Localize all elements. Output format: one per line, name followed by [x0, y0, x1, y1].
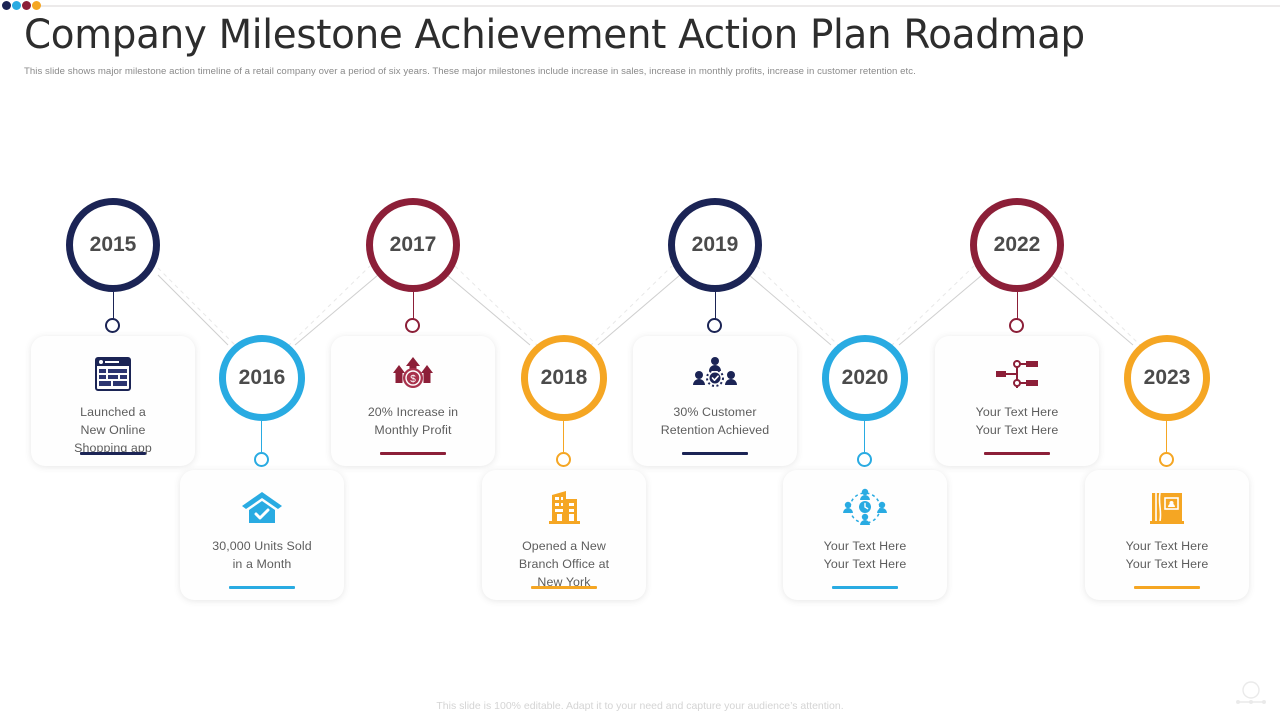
card-accent-bar-2023 [1134, 586, 1200, 589]
year-label-2022: 2022 [993, 233, 1041, 256]
hierarchy-flowchart-icon [994, 354, 1040, 394]
year-circle-2023[interactable]: 2023 [1124, 335, 1210, 421]
ring-2018 [556, 452, 571, 467]
customer-retention-icon [692, 354, 738, 394]
dot-maroon-icon [22, 1, 31, 10]
card-accent-bar-2019 [682, 452, 748, 455]
ring-2016 [254, 452, 269, 467]
milestone-text-2018: Opened a New Branch Office at New York [518, 539, 610, 589]
storefront-icon [1147, 488, 1187, 528]
stem-2018 [563, 421, 564, 452]
stem-2019 [715, 292, 716, 319]
year-circle-2017[interactable]: 2017 [366, 198, 460, 292]
card-accent-bar-2018 [531, 586, 597, 589]
card-accent-bar-2016 [229, 586, 295, 589]
card-accent-bar-2015 [80, 452, 146, 455]
ring-2022 [1009, 318, 1024, 333]
stem-2020 [864, 421, 865, 452]
milestone-card-2023[interactable]: Your Text Here Your Text Here [1085, 470, 1249, 600]
profit-growth-icon: $ [391, 354, 435, 394]
house-check-icon [240, 488, 284, 528]
browser-window-icon [95, 354, 131, 394]
year-circle-2022[interactable]: 2022 [970, 198, 1064, 292]
year-label-2016: 2016 [238, 366, 286, 389]
ring-2020 [857, 452, 872, 467]
year-circle-2016[interactable]: 2016 [219, 335, 305, 421]
svg-text:$: $ [410, 374, 416, 385]
ring-2015 [105, 318, 120, 333]
ring-2017 [405, 318, 420, 333]
top-dots-strip [0, 0, 1280, 12]
ring-2023 [1159, 452, 1174, 467]
milestone-text-2016: 30,000 Units Sold in a Month [212, 539, 312, 571]
year-circle-2015[interactable]: 2015 [66, 198, 160, 292]
year-label-2015: 2015 [89, 233, 137, 256]
milestone-card-2022[interactable]: Your Text Here Your Text Here [935, 336, 1099, 466]
year-circle-2018[interactable]: 2018 [521, 335, 607, 421]
page-subtitle: This slide shows major milestone action … [24, 66, 916, 77]
milestone-card-2018[interactable]: Opened a New Branch Office at New York [482, 470, 646, 600]
footer-note: This slide is 100% editable. Adapt it to… [436, 700, 844, 712]
stem-2022 [1017, 292, 1018, 319]
ring-2019 [707, 318, 722, 333]
dot-navy-icon [2, 1, 11, 10]
card-accent-bar-2020 [832, 586, 898, 589]
milestone-card-2020[interactable]: Your Text Here Your Text Here [783, 470, 947, 600]
year-label-2023: 2023 [1143, 366, 1191, 389]
milestone-text-2015: Launched a New Online Shopping app [74, 405, 152, 455]
card-accent-bar-2017 [380, 452, 446, 455]
year-label-2018: 2018 [540, 366, 588, 389]
milestone-card-2019[interactable]: 30% Customer Retention Achieved [633, 336, 797, 466]
dot-cyan-icon [12, 1, 21, 10]
year-circle-2020[interactable]: 2020 [822, 335, 908, 421]
milestone-card-2017[interactable]: $ 20% Increase in Monthly Profit [331, 336, 495, 466]
milestone-card-2016[interactable]: 30,000 Units Sold in a Month [180, 470, 344, 600]
office-building-icon [544, 488, 584, 528]
team-clock-network-icon [842, 488, 888, 528]
milestone-text-2020: Your Text Here Your Text Here [823, 539, 907, 571]
milestone-card-2015[interactable]: Launched a New Online Shopping app [31, 336, 195, 466]
stem-2023 [1166, 421, 1167, 452]
dot-orange-icon [32, 1, 41, 10]
milestone-text-2017: 20% Increase in Monthly Profit [367, 405, 459, 437]
stem-2015 [113, 292, 114, 319]
year-label-2019: 2019 [691, 233, 739, 256]
page-title: Company Milestone Achievement Action Pla… [24, 12, 1085, 58]
card-accent-bar-2022 [984, 452, 1050, 455]
milestone-text-2023: Your Text Here Your Text Here [1125, 539, 1209, 571]
milestone-text-2019: 30% Customer Retention Achieved [660, 405, 770, 437]
stem-2017 [413, 292, 414, 319]
header-rule [34, 5, 1280, 7]
year-circle-2019[interactable]: 2019 [668, 198, 762, 292]
year-label-2020: 2020 [841, 366, 889, 389]
year-label-2017: 2017 [389, 233, 437, 256]
stem-2016 [261, 421, 262, 452]
watermark-icon [1236, 681, 1266, 704]
milestone-text-2022: Your Text Here Your Text Here [975, 405, 1059, 437]
